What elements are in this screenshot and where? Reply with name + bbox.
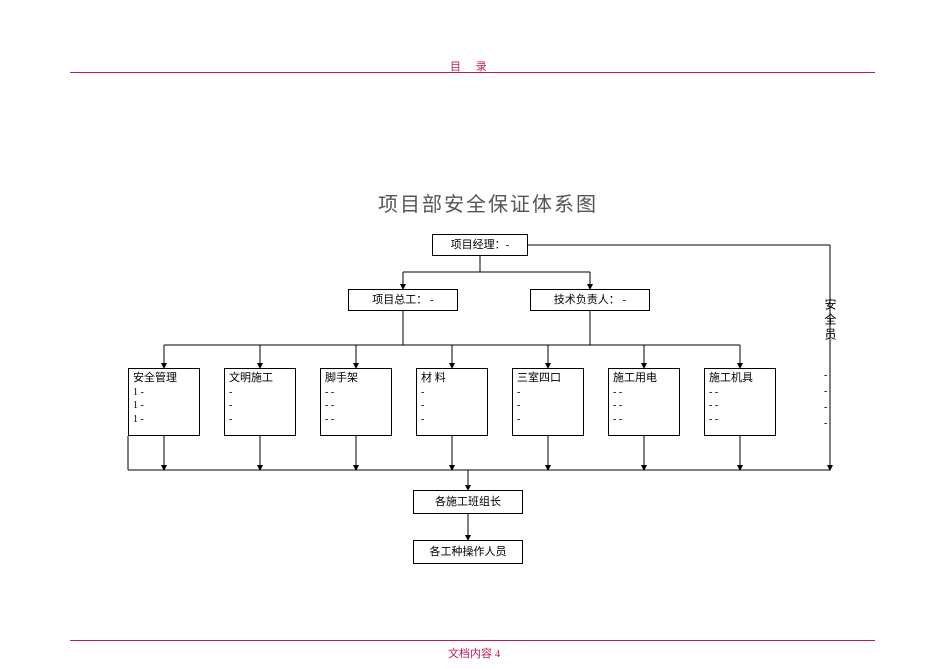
node-team-leaders: 各施工班组长 xyxy=(413,490,523,514)
cat-header: 脚手架 xyxy=(325,371,387,386)
footer-text: 文档内容 4 xyxy=(448,645,500,661)
connectors-svg xyxy=(0,0,945,669)
node-label: 各施工班组长 xyxy=(435,495,501,510)
cat-line: - - xyxy=(709,386,771,400)
node-label: 技术负责人： - xyxy=(554,293,626,308)
cat-header: 三室四口 xyxy=(517,371,579,386)
node-label: 各工种操作人员 xyxy=(430,545,507,560)
cat-line: - - xyxy=(325,413,387,427)
cat-line: - xyxy=(229,386,291,400)
cat-line: - - xyxy=(613,399,675,413)
node-cat-4: 三室四口 - - - xyxy=(512,368,584,436)
cat-line: 1 - xyxy=(133,413,195,427)
node-label: 项目总工： - xyxy=(372,293,433,308)
node-cat-3: 材 料 - - - xyxy=(416,368,488,436)
node-cat-1: 文明施工 - - - xyxy=(224,368,296,436)
cat-line: 1 - xyxy=(133,386,195,400)
cat-line: - - xyxy=(709,413,771,427)
cat-line: 1 - xyxy=(133,399,195,413)
node-cat-2: 脚手架 - - - - - - xyxy=(320,368,392,436)
cat-line: - - xyxy=(709,399,771,413)
cat-line: - xyxy=(517,386,579,400)
node-chief-engineer: 项目总工： - xyxy=(348,289,458,311)
cat-line: - xyxy=(421,386,483,400)
node-cat-0: 安全管理 1 - 1 - 1 - xyxy=(128,368,200,436)
cat-line: - xyxy=(229,399,291,413)
side-dash: - xyxy=(824,370,827,381)
cat-line: - xyxy=(421,399,483,413)
cat-header: 材 料 xyxy=(421,371,483,386)
cat-header: 文明施工 xyxy=(229,371,291,386)
footer-rule xyxy=(70,640,875,641)
side-label-safety-officer: 安全员 xyxy=(822,298,839,343)
cat-header: 施工用电 xyxy=(613,371,675,386)
cat-line: - xyxy=(229,413,291,427)
cat-header: 施工机具 xyxy=(709,371,771,386)
node-project-manager: 项目经理：- xyxy=(432,234,528,256)
node-operators: 各工种操作人员 xyxy=(413,540,523,564)
node-tech-lead: 技术负责人： - xyxy=(530,289,650,311)
side-dash: - xyxy=(824,386,827,397)
node-cat-5: 施工用电 - - - - - - xyxy=(608,368,680,436)
cat-line: - - xyxy=(325,386,387,400)
cat-line: - - xyxy=(613,386,675,400)
cat-line: - xyxy=(421,413,483,427)
side-dash: - xyxy=(824,418,827,429)
node-cat-6: 施工机具 - - - - - - xyxy=(704,368,776,436)
cat-line: - xyxy=(517,399,579,413)
cat-line: - xyxy=(517,413,579,427)
node-label: 项目经理：- xyxy=(451,238,510,253)
cat-line: - - xyxy=(325,399,387,413)
side-dash: - xyxy=(824,402,827,413)
cat-header: 安全管理 xyxy=(133,371,195,386)
cat-line: - - xyxy=(613,413,675,427)
